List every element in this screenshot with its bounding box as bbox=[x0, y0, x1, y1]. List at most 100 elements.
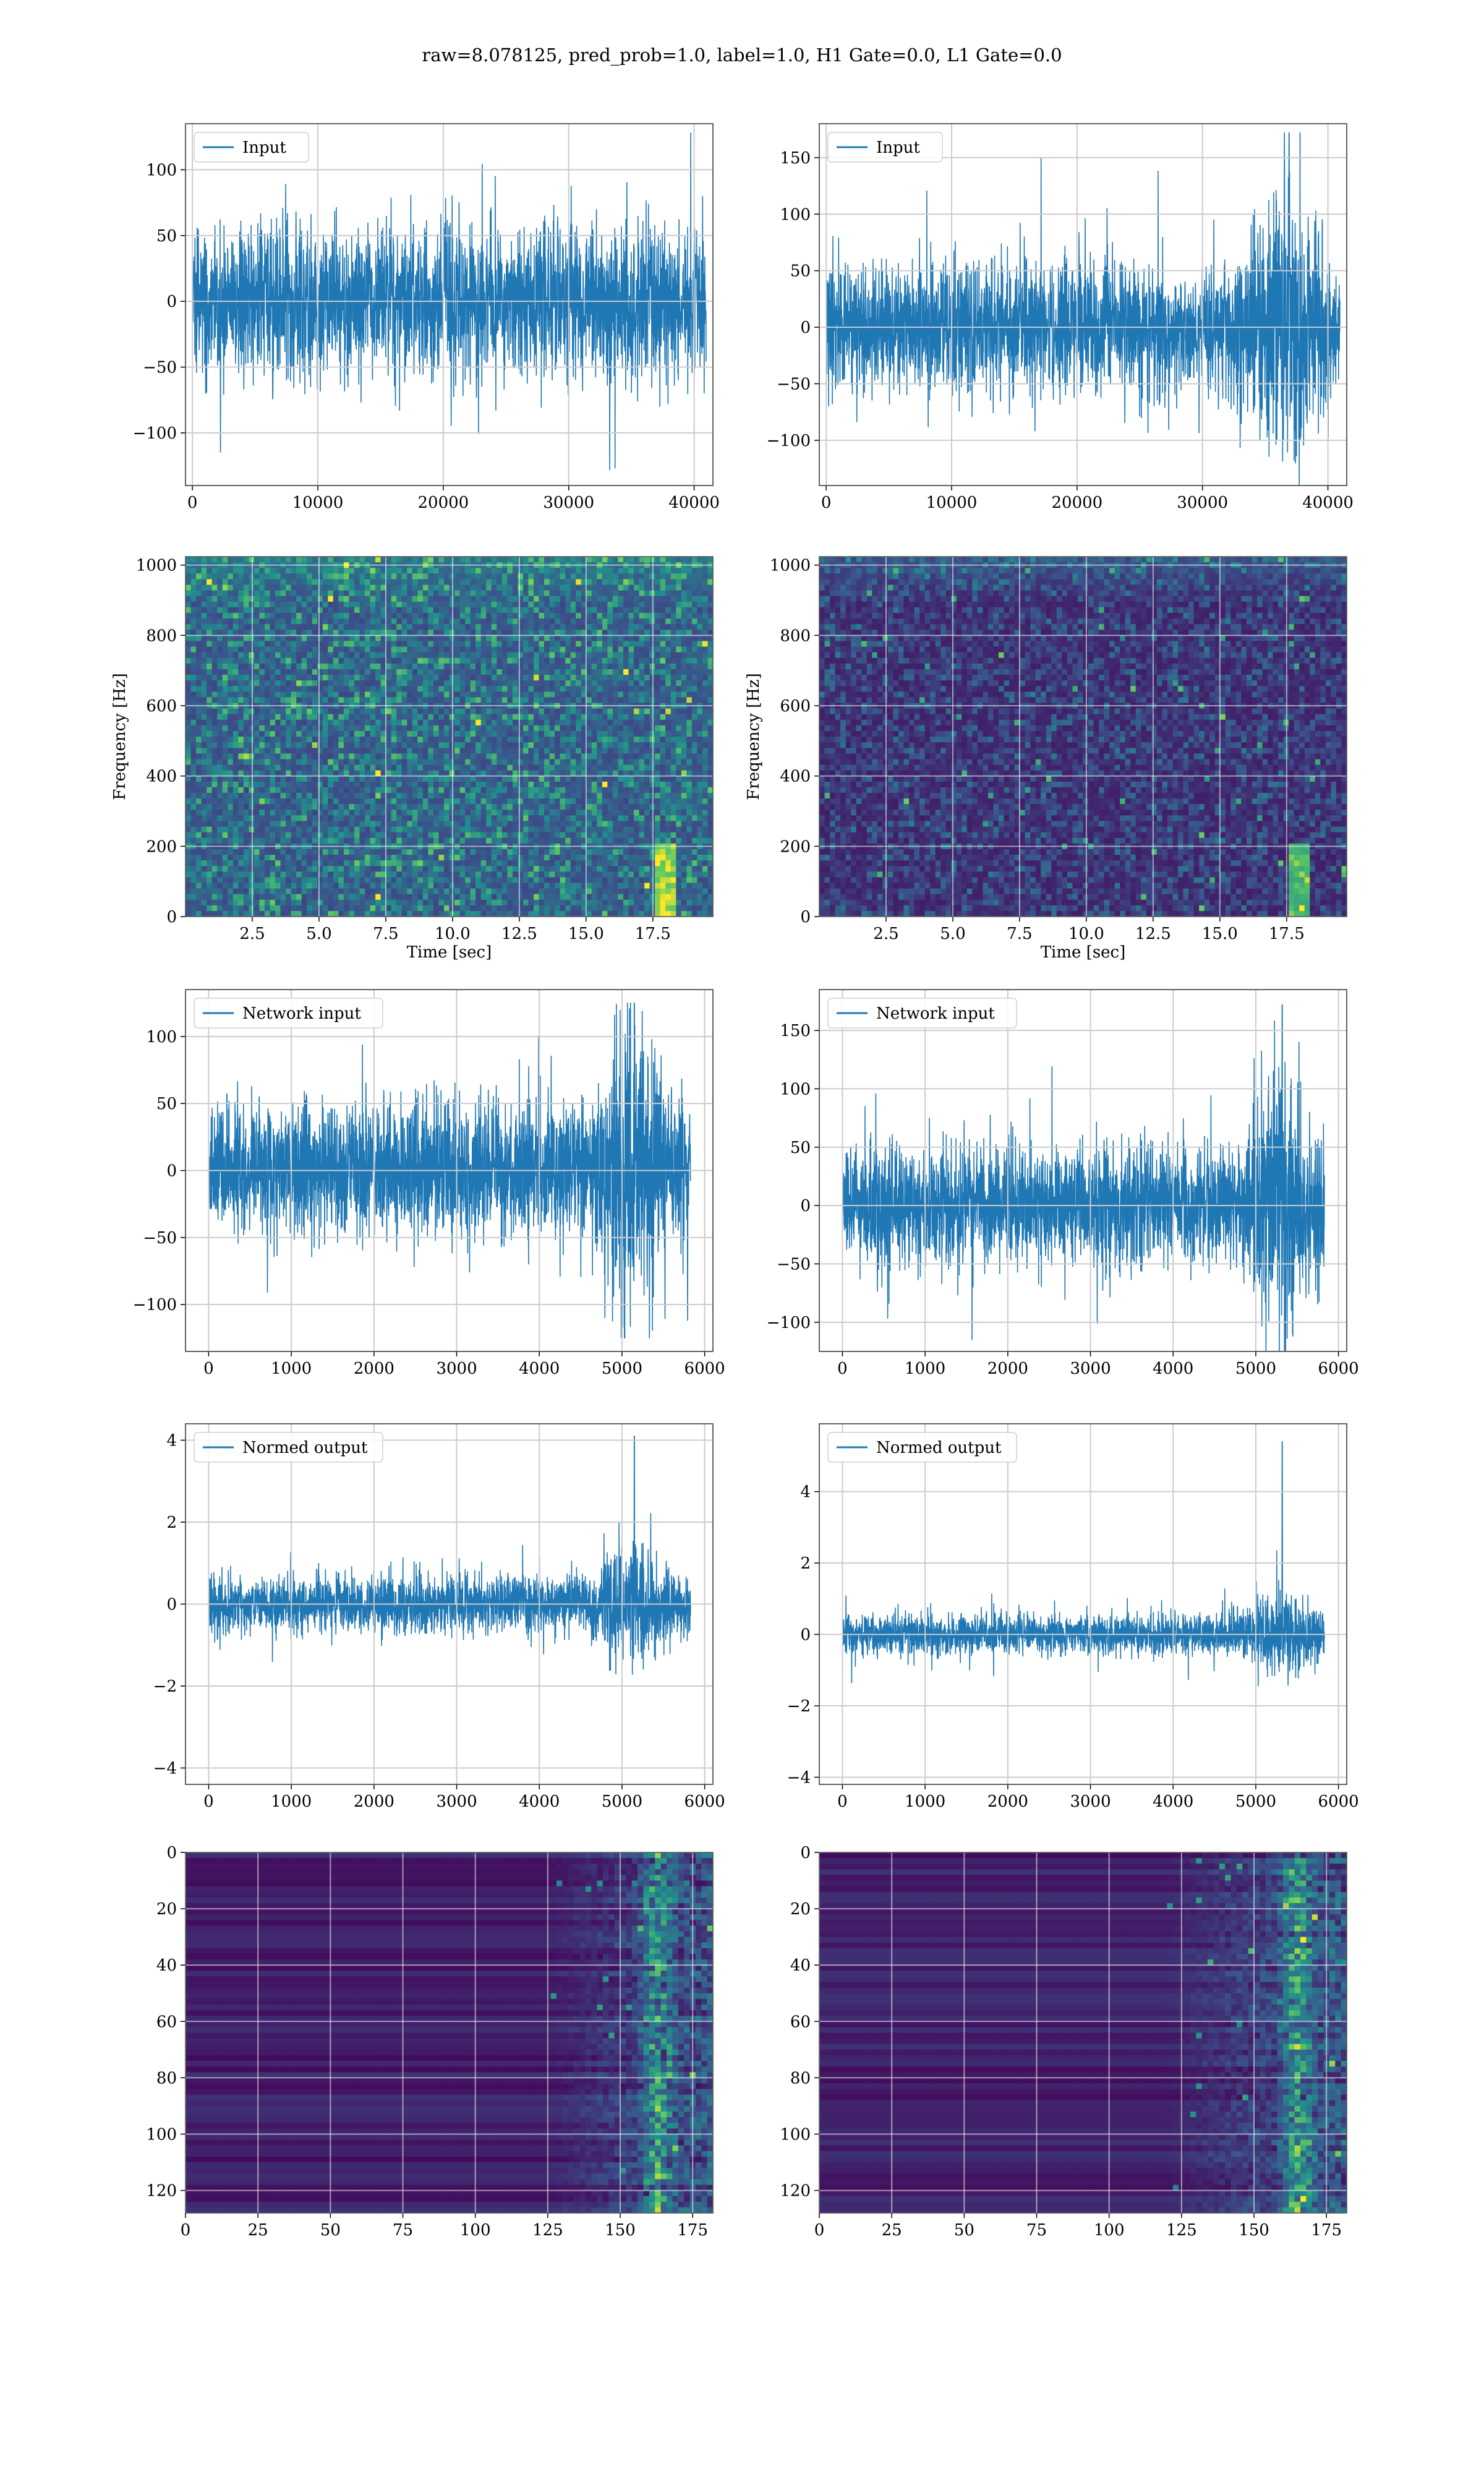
spectrogram-h1-cell bbox=[359, 719, 365, 726]
spectrogram-h1-cell bbox=[497, 646, 503, 653]
spectrogram-h1-cell bbox=[570, 686, 576, 692]
spectrogram-h1-cell bbox=[249, 798, 255, 805]
spectrogram-h1-cell bbox=[365, 877, 371, 883]
spectrogram-h1-cell bbox=[528, 804, 534, 810]
spectrogram-h1-cell bbox=[386, 624, 392, 630]
spectrogram-h1-cell bbox=[518, 804, 524, 810]
spectrogram-h1-cell bbox=[586, 680, 592, 687]
spectrogram-h1-cell bbox=[328, 568, 334, 574]
spectrogram-h1-cell bbox=[312, 871, 318, 878]
spectrogram-h1-cell bbox=[438, 646, 445, 653]
spectrogram-h1-cell bbox=[560, 669, 566, 675]
spectrogram-h1-cell bbox=[186, 821, 192, 828]
spectrogram-h1-cell bbox=[270, 759, 276, 766]
spectrogram-h1-cell bbox=[375, 657, 382, 664]
spectrogram-h1-cell bbox=[270, 630, 276, 636]
spectrogram-h1-cell bbox=[465, 871, 471, 878]
spectrogram-h1-cell bbox=[549, 737, 555, 743]
spectrogram-h1-cell bbox=[307, 792, 313, 799]
spectrogram-h1-cell bbox=[507, 686, 513, 692]
spectrogram-h1-cell bbox=[349, 601, 355, 608]
spectrogram-h1-cell bbox=[375, 742, 382, 748]
spectrogram-h1-cell bbox=[380, 714, 386, 721]
spectrogram-h1-cell bbox=[480, 630, 487, 636]
spectrogram-h1-cell bbox=[343, 601, 349, 608]
spectrogram-h1-cell bbox=[438, 630, 445, 636]
spectrogram-h1-cell bbox=[560, 860, 566, 867]
spectrogram-h1-cell bbox=[433, 691, 439, 698]
spectrogram-h1-cell bbox=[243, 675, 249, 681]
spectrogram-h1-cell bbox=[565, 826, 571, 833]
spectrogram-h1-cell bbox=[391, 837, 397, 844]
spectrogram-h1-cell bbox=[581, 573, 587, 580]
spectrogram-h1-cell bbox=[401, 618, 407, 625]
spectrogram-h1-cell bbox=[507, 630, 513, 636]
spectrogram-h1-cell bbox=[349, 866, 355, 872]
spectrogram-h1-cell bbox=[301, 686, 307, 692]
spectrogram-h1-cell bbox=[407, 584, 413, 591]
spectrogram-h1-cell bbox=[228, 759, 234, 766]
spectrogram-h1-cell bbox=[275, 866, 281, 872]
spectrogram-h1-cell bbox=[555, 826, 561, 833]
spectrogram-h1-cell bbox=[470, 635, 476, 641]
spectrogram-h1-cell bbox=[565, 719, 571, 726]
spectrogram-h1-cell bbox=[312, 691, 318, 698]
spectrogram-h1-cell bbox=[534, 669, 540, 675]
spectrogram-h1-cell bbox=[296, 624, 302, 630]
spectrogram-h1-cell bbox=[317, 866, 323, 872]
spectrogram-h1-cell bbox=[391, 871, 397, 878]
spectrogram-h1-cell bbox=[475, 630, 482, 636]
spectrogram-h1-cell bbox=[428, 601, 434, 608]
spectrogram-h1-cell bbox=[328, 646, 334, 653]
spectrogram-h1-cell bbox=[560, 826, 566, 833]
spectrogram-h1-cell bbox=[501, 770, 508, 777]
spectrogram-h1-cell bbox=[433, 697, 439, 703]
spectrogram-h1-cell bbox=[486, 798, 492, 805]
spectrogram-h1-cell bbox=[475, 557, 482, 563]
spectrogram-h1-cell bbox=[259, 714, 265, 721]
spectrogram-h1-cell bbox=[190, 832, 197, 839]
spectrogram-h1-cell bbox=[518, 624, 524, 630]
spectrogram-h1-cell bbox=[222, 798, 228, 805]
spectrogram-h1-cell bbox=[365, 680, 371, 687]
spectrogram-h1-cell bbox=[417, 584, 424, 591]
spectrogram-h1-cell bbox=[417, 691, 424, 698]
spectrogram-h1-cell bbox=[570, 787, 576, 794]
spectrogram-h1-cell bbox=[211, 753, 218, 760]
spectrogram-h1-cell bbox=[232, 719, 239, 726]
spectrogram-h1-cell bbox=[317, 871, 323, 878]
spectrogram-h1-cell bbox=[512, 573, 518, 580]
spectrogram-h1-cell bbox=[232, 899, 239, 906]
spectrogram-h1-cell bbox=[343, 590, 349, 597]
spectrogram-h1-cell bbox=[544, 821, 550, 828]
spectrogram-h1-cell bbox=[264, 899, 270, 906]
spectrogram-h1-cell bbox=[522, 601, 529, 608]
spectrogram-h1-cell bbox=[259, 657, 265, 664]
spectrogram-h1-cell bbox=[581, 675, 587, 681]
spectrogram-h1-cell bbox=[375, 624, 382, 630]
spectrogram-h1-cell bbox=[259, 641, 265, 648]
spectrogram-h1-cell bbox=[438, 871, 445, 878]
spectrogram-h1-cell bbox=[222, 714, 228, 721]
spectrogram-h1-cell bbox=[207, 837, 213, 844]
spectrogram-h1-cell bbox=[222, 708, 228, 715]
spectrogram-h1-cell bbox=[186, 618, 192, 625]
spectrogram-h1-cell bbox=[570, 635, 576, 641]
spectrogram-h1-cell bbox=[270, 781, 276, 788]
spectrogram-h1-cell bbox=[186, 866, 192, 872]
spectrogram-h1-cell bbox=[243, 686, 249, 692]
spectrogram-h1-cell bbox=[444, 860, 450, 867]
spectrogram-h1-cell bbox=[222, 675, 228, 681]
spectrogram-h1-cell bbox=[539, 635, 545, 641]
spectrogram-h1-cell bbox=[407, 680, 413, 687]
spectrogram-h1-cell bbox=[296, 860, 302, 867]
spectrogram-h1-cell bbox=[401, 804, 407, 810]
spectrogram-h1-cell bbox=[375, 635, 382, 641]
spectrogram-h1-cell bbox=[222, 618, 228, 625]
spectrogram-h1-cell bbox=[570, 804, 576, 810]
spectrogram-h1-cell bbox=[238, 680, 244, 687]
spectrogram-h1-cell bbox=[422, 708, 429, 715]
spectrogram-h1-cell bbox=[186, 697, 192, 703]
spectrogram-h1-cell bbox=[586, 832, 592, 839]
spectrogram-h1-cell bbox=[422, 618, 429, 625]
